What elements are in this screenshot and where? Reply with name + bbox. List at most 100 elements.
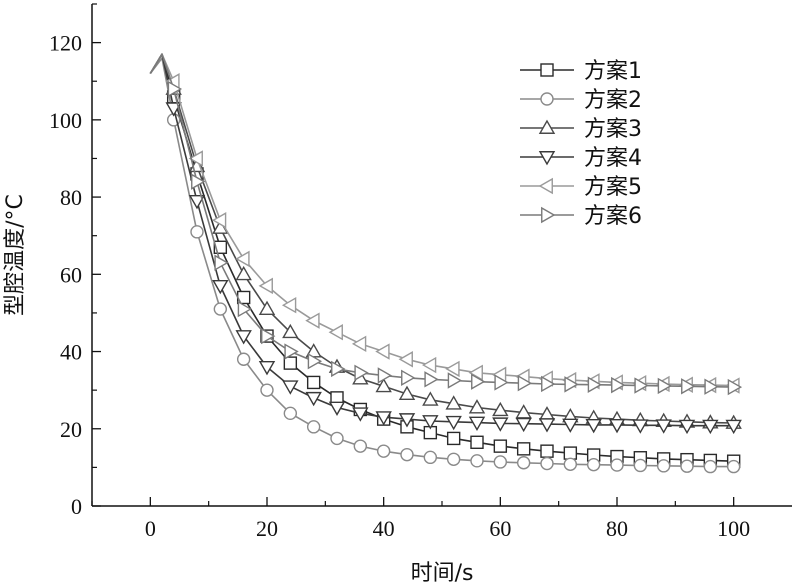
data-point-marker (398, 351, 413, 368)
data-point-marker (470, 435, 484, 449)
data-point-marker (585, 418, 602, 434)
data-point-marker (541, 375, 556, 393)
data-point-marker (564, 376, 579, 393)
x-tick-label: 80 (606, 516, 628, 541)
series-line (149, 53, 734, 427)
data-point-marker (445, 360, 460, 378)
data-point-marker (540, 92, 554, 106)
data-point-marker (540, 456, 554, 471)
data-point-marker (214, 254, 229, 271)
data-point-marker (423, 450, 438, 465)
data-point-marker (191, 173, 206, 190)
legend-label: 方案1 (584, 59, 642, 84)
data-point-marker (188, 150, 203, 167)
y-tick-label: 40 (60, 340, 82, 365)
x-tick-label: 40 (373, 516, 395, 541)
data-point-marker (328, 401, 346, 416)
data-point-marker (540, 444, 554, 458)
data-point-marker (471, 373, 486, 390)
data-point-marker (422, 415, 439, 430)
data-point-marker (375, 377, 392, 393)
data-point-marker (586, 457, 601, 472)
data-point-marker (284, 343, 299, 360)
series-2 (149, 57, 741, 474)
data-point-marker (632, 419, 649, 434)
data-point-marker (354, 364, 369, 381)
data-point-marker (211, 212, 227, 229)
data-point-marker (657, 377, 673, 395)
data-point-marker (236, 352, 251, 366)
data-point-marker (468, 416, 486, 432)
data-point-marker (468, 364, 483, 381)
data-point-marker (258, 361, 276, 376)
legend-item: 方案1 (520, 59, 642, 84)
data-point-marker (305, 312, 320, 329)
data-point-marker (494, 374, 509, 391)
data-point-marker (562, 418, 579, 433)
data-point-marker (352, 407, 369, 422)
legend-label: 方案2 (584, 88, 642, 113)
legend: 方案1 方案2 方案3 方案4 方案5 方案6 (520, 59, 642, 229)
data-point-marker (704, 378, 719, 395)
data-point-marker (282, 380, 299, 395)
data-point-marker (283, 406, 298, 421)
data-point-marker (235, 330, 252, 345)
axes: 0 20 40 60 80 100 0 20 40 60 80 100 120 (49, 3, 792, 541)
series-6 (149, 53, 743, 396)
data-point-marker (351, 335, 367, 353)
data-point-marker (446, 452, 461, 466)
data-point-marker (398, 385, 416, 400)
y-tick-label: 20 (60, 417, 82, 442)
legend-label: 方案3 (584, 117, 642, 142)
data-point-marker (235, 265, 252, 281)
data-point-marker (190, 225, 204, 239)
data-point-marker (703, 459, 718, 474)
data-point-marker (493, 455, 508, 469)
data-point-marker (375, 343, 390, 360)
data-point-marker (445, 395, 462, 410)
x-tick-label: 0 (145, 516, 156, 541)
series-4 (149, 53, 742, 435)
data-point-marker (587, 376, 603, 393)
data-point-marker (377, 367, 393, 384)
data-point-marker (167, 80, 183, 98)
y-axis-title: 型腔温度/°C (3, 194, 28, 316)
data-point-marker (563, 446, 578, 460)
data-point-marker (212, 279, 229, 295)
data-point-marker (258, 277, 273, 295)
data-point-marker (634, 377, 649, 394)
data-point-marker (281, 296, 297, 314)
data-point-marker (516, 456, 531, 470)
x-axis-title: 时间/s (411, 561, 474, 585)
data-point-marker (331, 360, 346, 378)
data-point-marker (656, 459, 671, 473)
data-point-marker (421, 356, 437, 374)
data-point-marker (608, 418, 626, 434)
x-tick-label: 60 (489, 516, 511, 541)
data-point-marker (727, 378, 743, 396)
data-point-marker (681, 378, 696, 395)
y-tick-label: 60 (60, 262, 82, 287)
data-point-marker (468, 399, 486, 414)
data-point-marker (328, 324, 343, 341)
data-point-marker (237, 300, 253, 318)
data-point-marker (470, 454, 484, 468)
data-point-marker (306, 420, 321, 434)
data-point-marker (353, 439, 368, 453)
data-point-marker (306, 375, 321, 390)
y-tick-label: 0 (71, 494, 82, 519)
data-point-marker (492, 401, 509, 417)
data-point-marker (493, 439, 508, 453)
data-point-marker (401, 369, 416, 387)
legend-item: 方案2 (520, 88, 642, 113)
legend-item: 方案5 (520, 175, 642, 200)
series-5 (149, 53, 740, 394)
data-point-marker (516, 442, 531, 456)
series-line (149, 53, 734, 387)
data-point-marker (375, 411, 392, 426)
legend-item: 方案4 (520, 146, 642, 171)
data-point-marker (400, 447, 414, 462)
data-point-marker (563, 457, 578, 471)
y-tick-label: 120 (49, 31, 82, 56)
